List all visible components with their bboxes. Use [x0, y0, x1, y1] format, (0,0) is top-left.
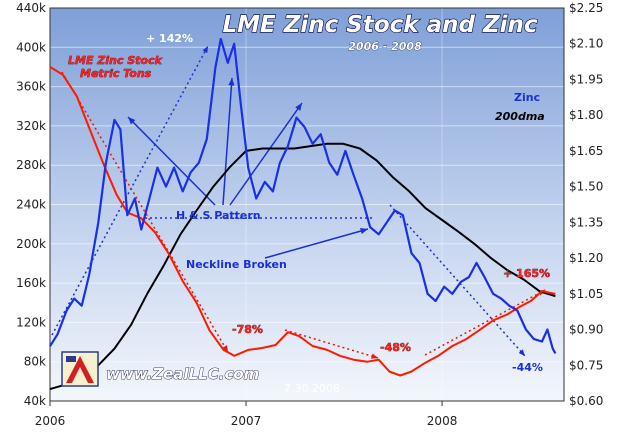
annotation-hs-pattern: H & S Pattern [176, 209, 261, 222]
legend-stock-line2: Metric Tons [80, 67, 152, 80]
right-tick-label: $0.60 [569, 394, 603, 408]
annotation-minus-44: -44% [512, 361, 543, 374]
left-tick-label: 280k [16, 158, 46, 172]
right-tick-label: $2.10 [569, 37, 603, 51]
annotation-plus-142: + 142% [146, 32, 193, 45]
left-tick-label: 320k [16, 119, 46, 133]
right-tick-label: $1.20 [569, 251, 603, 265]
legend-zinc: Zinc [514, 91, 540, 104]
arrow-stock-decline-2 [284, 329, 379, 359]
arrow-left-shoulder [127, 116, 216, 206]
left-tick-label: 160k [16, 276, 46, 290]
legend-stock-line1: LME Zinc Stock [68, 54, 162, 67]
left-tick-label: 200k [16, 237, 46, 251]
lme-zinc-stock-metric-tons-line [49, 66, 556, 377]
left-tick-label: 40k [24, 394, 46, 408]
legend-dma: 200dma [495, 110, 545, 123]
left-tick-label: 400k [16, 40, 46, 54]
brand-url: www.ZealLLC.com [106, 365, 259, 383]
chart-subtitle: 2006 - 2008 [348, 40, 422, 53]
arrow-neckline [264, 228, 369, 259]
left-axis-ticks: 40k 80k 120k 160k 200k 240k 280k 320k 360k 400k 44… [16, 1, 46, 408]
left-tick-label: 240k [16, 198, 46, 212]
grid-lines [50, 8, 564, 401]
zeal-logo-icon [61, 351, 99, 387]
arrow-left-shoulder-head [128, 117, 136, 125]
arrow-zinc-decline-head [518, 349, 525, 356]
series-lines [49, 37, 557, 391]
arrow-stock-decline-head [222, 345, 228, 352]
right-tick-label: $0.90 [569, 323, 603, 337]
arrow-head-head [228, 78, 235, 86]
annotation-plus-165: + 165% [503, 267, 550, 280]
right-tick-label: $1.05 [569, 287, 603, 301]
arrow-head [222, 77, 233, 206]
x-tick-label: 2006 [35, 414, 66, 428]
plot-border [49, 7, 565, 402]
right-axis-ticks: $0.60 $0.75 $0.90 $1.05 $1.20 $1.35 $1.50 $1.65… [569, 1, 603, 408]
zinc-line [49, 37, 557, 354]
right-tick-label: $1.80 [569, 108, 603, 122]
left-tick-label: 440k [16, 1, 46, 15]
x-axis-ticks: 2006 2007 2008 [35, 401, 458, 428]
arrow-zinc-rally-head [202, 46, 208, 53]
date-stamp: 7.30.2008 [284, 382, 340, 395]
annotation-minus-78: -78% [232, 323, 263, 336]
left-tick-label: 360k [16, 80, 46, 94]
right-tick-label: $1.95 [569, 72, 603, 86]
right-tick-label: $0.75 [569, 358, 603, 372]
right-tick-label: $1.65 [569, 144, 603, 158]
right-tick-label: $2.25 [569, 1, 603, 15]
200dma-line [49, 142, 556, 391]
right-tick-label: $1.35 [569, 215, 603, 229]
arrow-right-shoulder [229, 102, 303, 206]
chart-title: LME Zinc Stock and Zinc [222, 12, 537, 38]
right-tick-label: $1.50 [569, 180, 603, 194]
arrow-neckline-head [360, 227, 368, 234]
left-tick-label: 120k [16, 315, 46, 329]
annotation-minus-48: -48% [380, 341, 411, 354]
annotation-neckline: Neckline Broken [186, 258, 287, 271]
arrow-right-shoulder-head [295, 103, 302, 111]
arrow-stock-decline-2-head [371, 353, 378, 359]
left-tick-label: 80k [24, 355, 46, 369]
arrow-stock-decline [61, 71, 229, 353]
x-tick-label: 2008 [427, 414, 458, 428]
arrow-zinc-decline [389, 204, 526, 357]
x-tick-label: 2007 [231, 414, 262, 428]
